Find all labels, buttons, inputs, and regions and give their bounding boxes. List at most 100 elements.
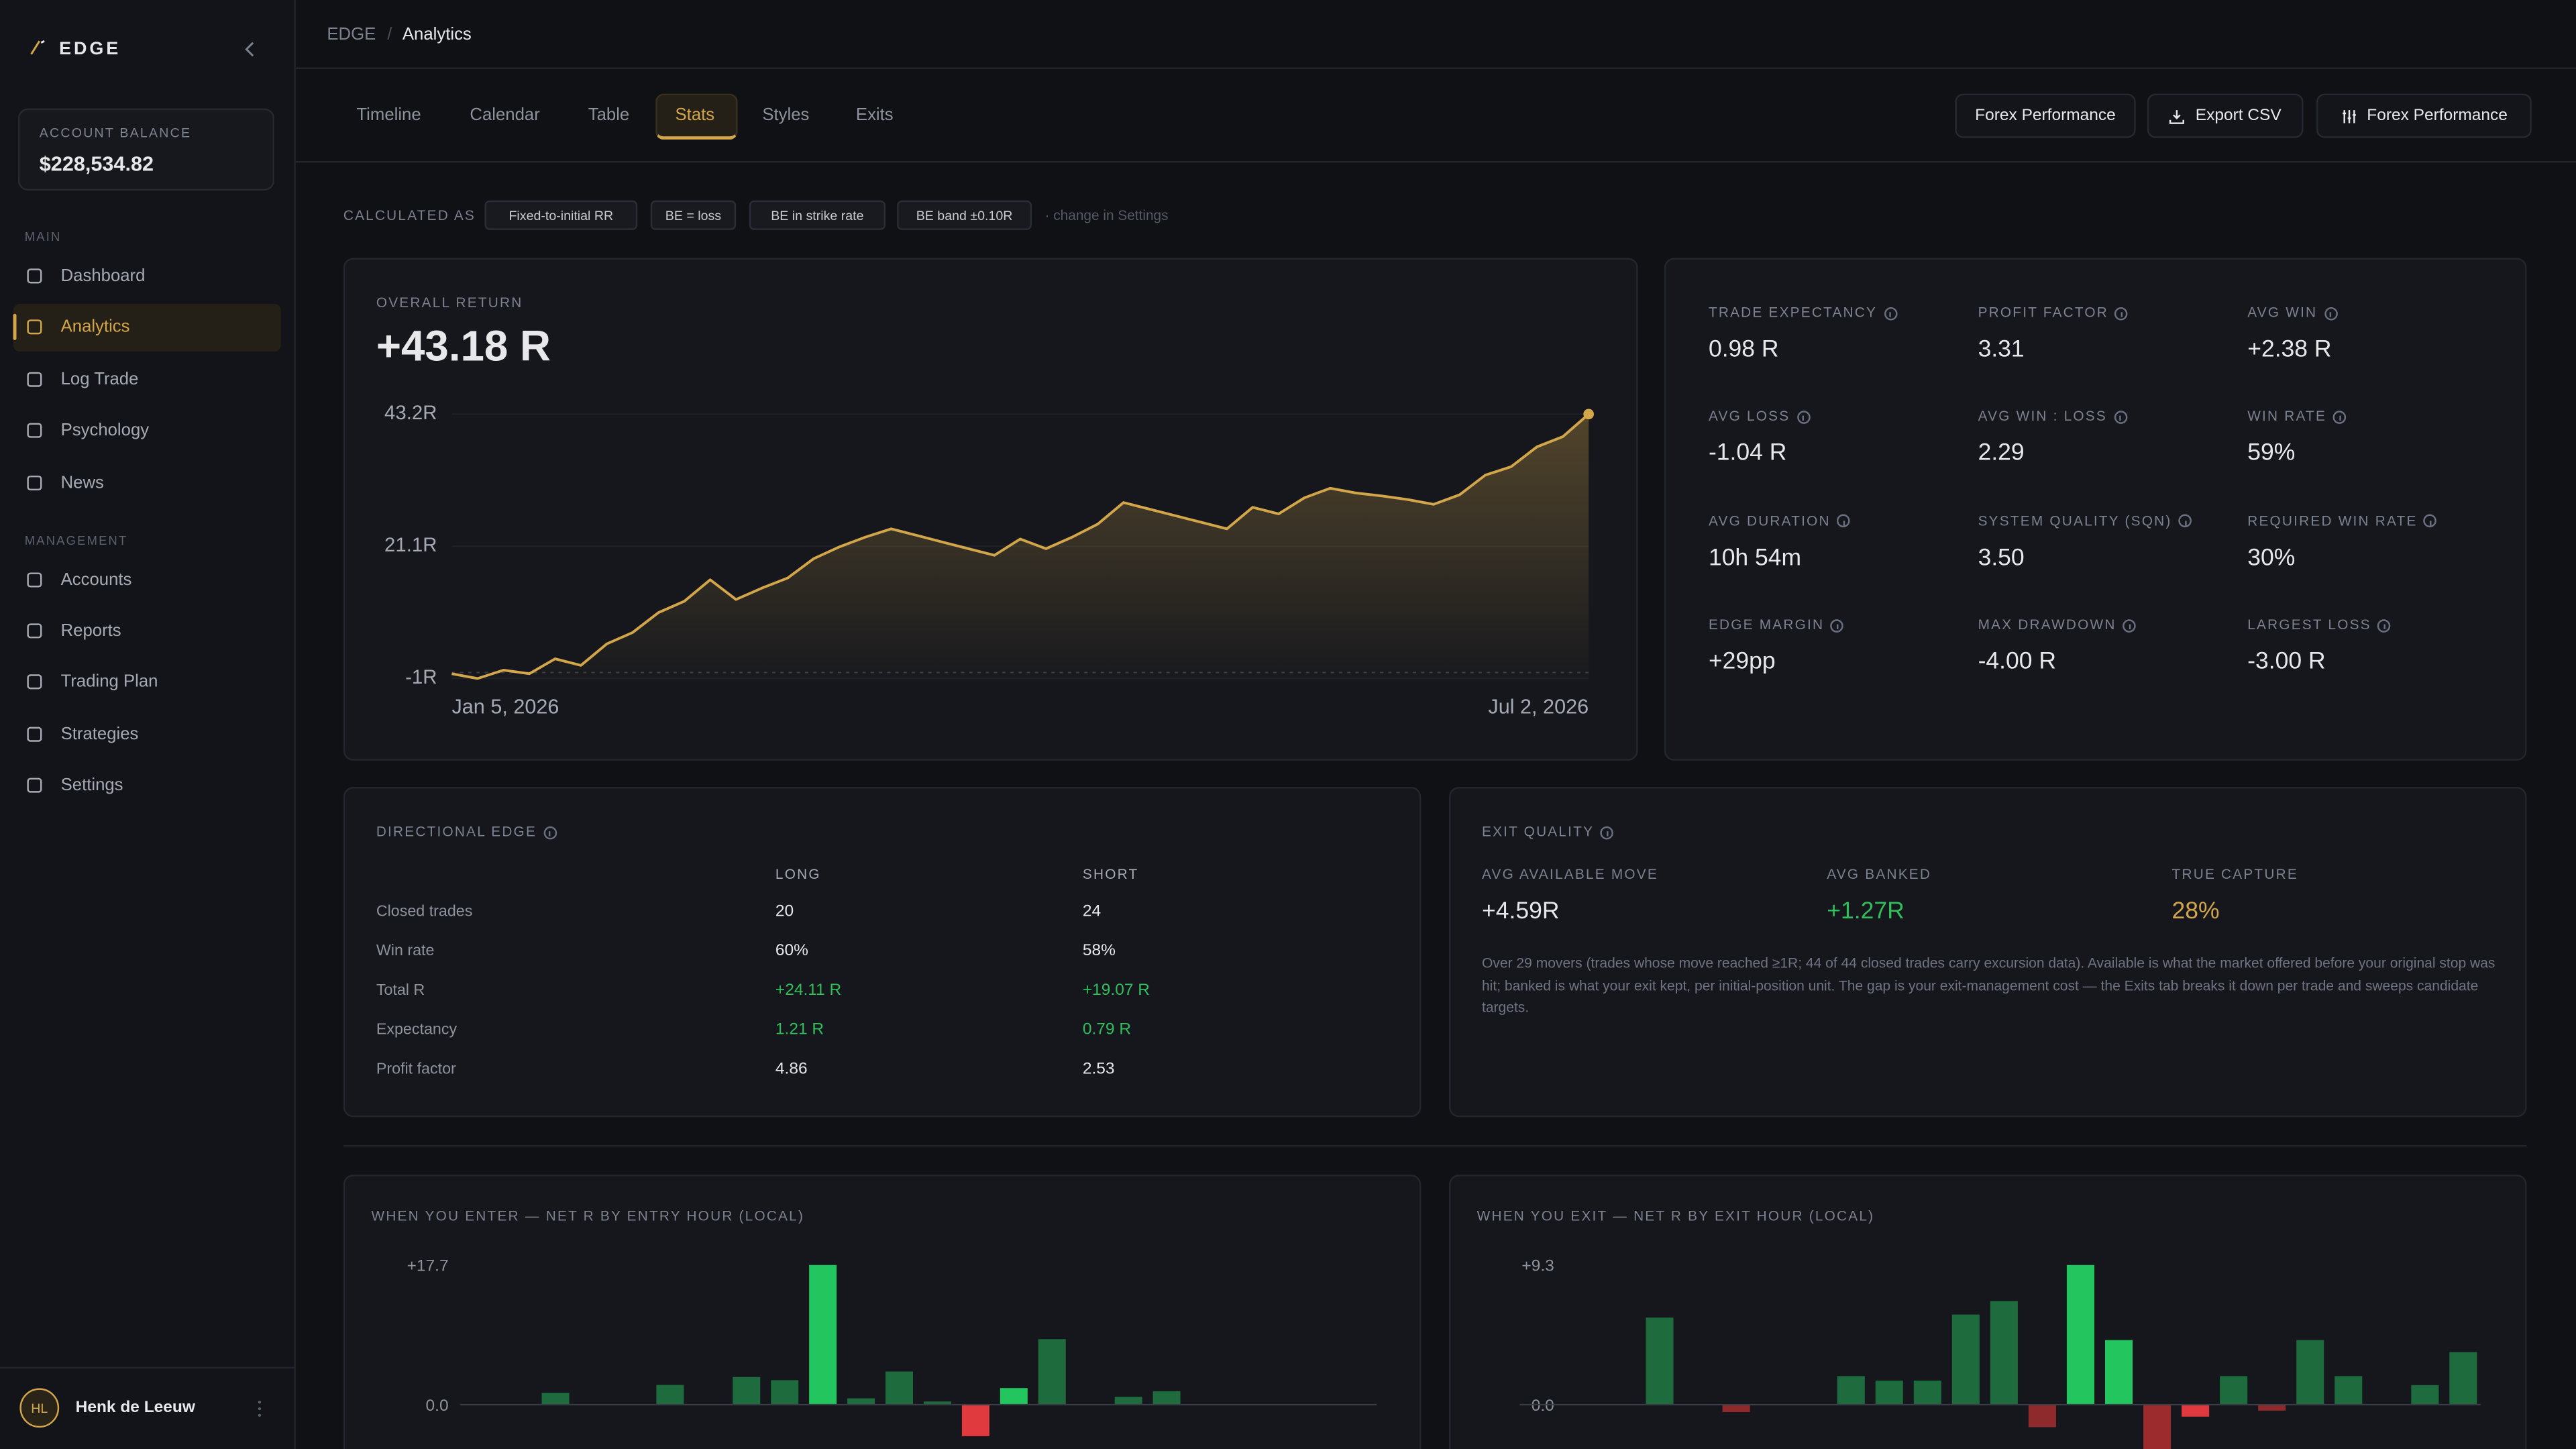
stat-value: 3.31: [1978, 337, 2025, 364]
action-label: Forex Performance: [1975, 107, 2116, 125]
tab[interactable]: Table: [588, 105, 630, 125]
bar: [2104, 1340, 2133, 1405]
stat-label: REQUIRED WIN RATE: [2247, 512, 2437, 529]
nav-item[interactable]: Settings: [60, 775, 123, 796]
chip: BE band ±0.10R: [897, 200, 1032, 230]
tab[interactable]: Exits: [855, 105, 894, 125]
tabbar: [295, 69, 2576, 163]
breadcrumb-current: Analytics: [402, 24, 472, 45]
cell: 24: [1082, 902, 1102, 921]
bar: [541, 1393, 570, 1405]
breadcrumb-root[interactable]: EDGE: [327, 24, 376, 45]
bar: [771, 1380, 799, 1405]
breadcrumb: EDGE / Analytics: [327, 25, 471, 44]
bar: [2411, 1385, 2439, 1405]
bar: [923, 1401, 951, 1405]
user-avatar[interactable]: HL: [19, 1388, 60, 1428]
bar: [1152, 1391, 1181, 1405]
icon-shape: [2342, 109, 2356, 123]
nav-icon: [27, 572, 42, 587]
user-menu[interactable]: [256, 1400, 263, 1418]
info-icon[interactable]: [2178, 515, 2192, 528]
divider: [0, 1366, 294, 1369]
directional-edge-title-text: DIRECTIONAL EDGE: [376, 822, 537, 840]
bar: [1000, 1388, 1028, 1405]
icon-shape: [27, 474, 42, 490]
info-icon[interactable]: [1837, 515, 1851, 528]
stat-label-text: TRADE EXPECTANCY: [1708, 304, 1878, 321]
nav-item[interactable]: Reports: [60, 621, 121, 641]
balance-label: ACCOUNT BALANCE: [39, 125, 192, 141]
bar: [1114, 1397, 1142, 1405]
stat-label-text: AVG WIN: [2247, 304, 2318, 321]
collapse-button[interactable]: [243, 41, 259, 57]
nav-item[interactable]: Accounts: [60, 569, 132, 590]
info-icon[interactable]: [2377, 619, 2392, 632]
icon-shape: [27, 623, 42, 639]
info-icon[interactable]: [2324, 307, 2337, 320]
metric-value: +4.59R: [1481, 898, 1560, 925]
action-label: Export CSV: [2195, 107, 2282, 125]
bar: [2028, 1404, 2056, 1428]
chart-title: WHEN YOU ENTER — NET R BY ENTRY HOUR (LO…: [371, 1208, 805, 1224]
info-icon[interactable]: [543, 826, 557, 839]
metric-label: AVG BANKED: [1827, 865, 1932, 883]
nav-item[interactable]: Log Trade: [60, 369, 139, 389]
cell: +19.07 R: [1082, 981, 1150, 1000]
action-button[interactable]: Forex Performance: [2316, 93, 2532, 138]
icon-shape: [27, 675, 42, 690]
info-icon[interactable]: [2332, 411, 2347, 424]
action-button[interactable]: Forex Performance: [1955, 93, 2136, 138]
nav-item[interactable]: Strategies: [60, 724, 139, 744]
action-button[interactable]: Export CSV: [2147, 93, 2304, 138]
stat-label: MAX DRAWDOWN: [1978, 616, 2137, 633]
tab[interactable]: Timeline: [356, 105, 421, 125]
bar: [1038, 1339, 1066, 1405]
info-icon[interactable]: [2123, 619, 2137, 632]
x-tick-label: Jan 5, 2026: [451, 696, 559, 718]
stat-label: AVG WIN : LOSS: [1978, 408, 2127, 425]
stat-label: AVG WIN: [2247, 304, 2337, 321]
nav-item[interactable]: News: [60, 472, 104, 492]
bar: [1837, 1376, 1865, 1405]
nav-item[interactable]: Dashboard: [60, 266, 146, 286]
stat-label: SYSTEM QUALITY (SQN): [1978, 512, 2192, 529]
info-icon[interactable]: [1831, 619, 1844, 632]
info-icon[interactable]: [1600, 826, 1614, 839]
stat-label-text: PROFIT FACTOR: [1978, 304, 2109, 321]
tab[interactable]: Styles: [762, 105, 810, 125]
balance-value: $228,534.82: [39, 152, 154, 176]
tab-active-bg: [655, 93, 738, 140]
stat-label-text: LARGEST LOSS: [2247, 616, 2371, 633]
metric-label: AVG AVAILABLE MOVE: [1481, 865, 1658, 883]
y-tick-label: +17.7: [407, 1257, 449, 1275]
bar: [733, 1377, 761, 1405]
info-icon[interactable]: [2113, 411, 2127, 424]
tab[interactable]: Stats: [675, 105, 715, 125]
nav-item[interactable]: Trading Plan: [60, 672, 158, 692]
icon-shape: [27, 372, 42, 387]
bar: [2334, 1376, 2363, 1405]
info-icon[interactable]: [2114, 307, 2129, 320]
nav-item[interactable]: Analytics: [60, 317, 130, 337]
brand-logo: [30, 40, 45, 55]
metric-value: +1.27R: [1827, 898, 1904, 925]
nav-icon: [27, 268, 42, 284]
bar: [2296, 1340, 2324, 1405]
nav-item[interactable]: Psychology: [60, 421, 150, 441]
info-icon[interactable]: [2424, 515, 2437, 528]
tab[interactable]: Calendar: [470, 105, 540, 125]
settings-note[interactable]: · change in Settings: [1044, 207, 1169, 224]
nav-icon: [27, 727, 42, 742]
bar: [2143, 1404, 2171, 1449]
stat-label-text: SYSTEM QUALITY (SQN): [1978, 512, 2172, 529]
nav-icon: [27, 474, 42, 490]
y-tick-label: 0.0: [1532, 1397, 1554, 1415]
info-icon[interactable]: [1796, 411, 1810, 424]
bar: [847, 1398, 875, 1405]
overall-return-value: +43.18 R: [376, 321, 551, 371]
info-icon[interactable]: [1883, 307, 1897, 320]
